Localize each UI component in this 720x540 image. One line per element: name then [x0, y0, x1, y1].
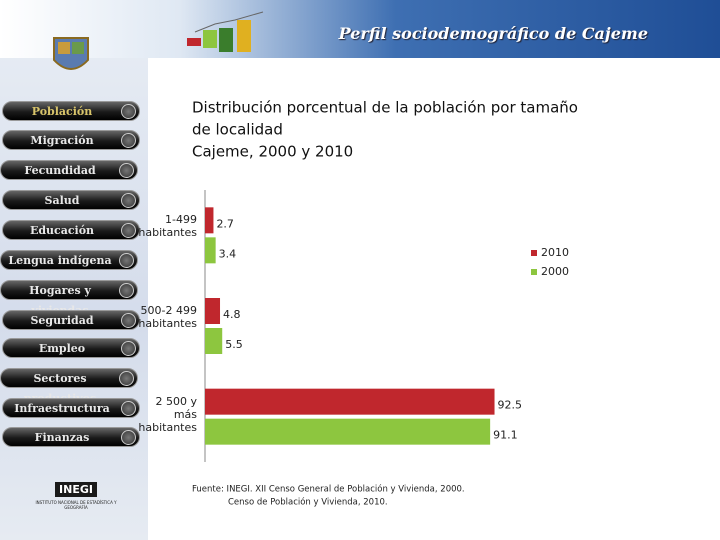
logo-subtitle: INSTITUTO NACIONAL DE ESTADÍSTICA Y GEOG… — [35, 500, 117, 510]
nav-button[interactable]: Lengua indígena — [0, 250, 138, 270]
logo: INEGI INSTITUTO NACIONAL DE ESTADÍSTICA … — [30, 478, 122, 510]
nav-button[interactable]: Migración — [2, 130, 140, 150]
bar — [205, 328, 223, 354]
nav-button[interactable]: Población — [2, 101, 140, 121]
data-label: 91.1 — [493, 429, 518, 442]
nav-button[interactable]: Infraestructura — [2, 398, 140, 418]
data-label: 3.4 — [219, 247, 237, 260]
logo-name: INEGI — [55, 482, 97, 497]
data-label: 5.5 — [225, 338, 243, 351]
data-label: 4.8 — [223, 308, 241, 321]
data-label: 2.7 — [216, 217, 234, 230]
header-bar — [0, 0, 720, 58]
sidebar — [0, 0, 148, 540]
legend-swatch — [531, 250, 537, 256]
bar — [205, 418, 491, 445]
nav-button[interactable]: Salud — [2, 190, 140, 210]
y-tick-label: 1-499 habitantes — [138, 213, 197, 240]
bar — [205, 388, 495, 415]
legend-swatch — [531, 269, 537, 275]
y-tick-label: 500-2 499 habitantes — [138, 304, 197, 330]
nav-button[interactable]: Finanzas — [2, 427, 140, 447]
nav-button[interactable]: Educación — [2, 220, 140, 240]
nav-button[interactable]: Seguridad — [2, 310, 140, 330]
coat-of-arms — [53, 37, 89, 70]
nav-button[interactable]: Empleo — [2, 338, 140, 358]
bar — [205, 207, 214, 234]
chart-title: de localidad — [192, 121, 283, 139]
bar — [205, 298, 221, 324]
legend-label: 2010 — [541, 246, 569, 259]
nav-button[interactable]: Fecundidad — [0, 160, 138, 180]
legend-label: 2000 — [541, 265, 569, 278]
chart-title: Cajeme, 2000 y 2010 — [192, 143, 353, 161]
chart-title: Distribución porcentual de la población … — [192, 99, 578, 117]
bar — [205, 237, 216, 264]
source-note: Fuente: INEGI. XII Censo General de Pobl… — [192, 484, 465, 495]
source-note: Censo de Población y Vivienda, 2010. — [228, 497, 388, 508]
y-tick-label: 2 500 y más habitantes — [138, 394, 197, 434]
nav-button[interactable]: Sectores productivos — [0, 368, 138, 405]
header-icon — [187, 11, 264, 52]
data-label: 92.5 — [498, 399, 523, 412]
header-title: Perfil sociodemográfico de Cajeme — [338, 24, 648, 43]
